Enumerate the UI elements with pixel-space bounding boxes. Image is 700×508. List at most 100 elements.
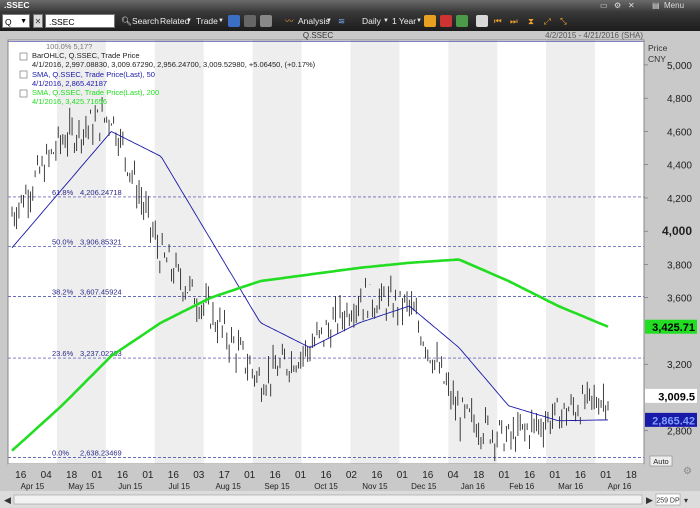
legend-top-partial: 100.0% 5,17?	[46, 42, 92, 51]
clear-symbol-button[interactable]: ✕	[33, 14, 43, 28]
time-axis-days: 16 04 18 01 16 01 16 03 17 01 16 01 16 02 16 01 16 04 18 01…	[15, 470, 637, 481]
scroll-bar[interactable]: ◀ ▶ 259 DP ▾	[0, 491, 700, 508]
time-axis-month: Oct 15	[314, 482, 338, 491]
time-axis-day: 01	[499, 470, 511, 481]
month-band	[154, 40, 204, 464]
trade-button[interactable]: Trade	[196, 16, 218, 26]
quote-type-select[interactable]: Q ▼	[2, 14, 30, 28]
minimize-icon[interactable]: ▭	[600, 1, 608, 10]
chart-type-icon[interactable]	[424, 15, 436, 27]
folder-icon[interactable]	[260, 15, 272, 27]
time-axis-day: 01	[295, 470, 307, 481]
layout-icon[interactable]	[476, 15, 488, 27]
auto-scale-label: Auto	[653, 457, 668, 466]
data-points-box[interactable]	[655, 493, 681, 506]
month-band	[546, 40, 596, 464]
chevron-down-icon[interactable]: ▾	[684, 496, 688, 505]
time-axis-day: 16	[15, 470, 27, 481]
time-axis-day: 04	[448, 470, 460, 481]
expand-icon[interactable]: ⤢	[544, 16, 551, 26]
sma200-marker-label: 3,425.71	[652, 322, 695, 334]
interval-select[interactable]: Daily	[362, 16, 381, 26]
price-tick-label: 4,600	[667, 127, 692, 138]
plot-background	[8, 40, 644, 464]
sma50-marker-label: 2,865.42	[652, 415, 695, 427]
search-icon[interactable]: 🔍︎	[121, 16, 132, 26]
price-markers: 3,425.71 3,009.5 2,865.42	[645, 319, 697, 427]
price-tick-label: 4,800	[667, 94, 692, 105]
price-tick-label: 4,200	[667, 194, 692, 205]
time-axis-month: Aug 15	[215, 482, 241, 491]
symbol-value: .SSEC	[49, 17, 75, 27]
sma50-marker-box	[645, 412, 697, 427]
fib-value: 3,607.45924	[80, 287, 122, 296]
ohlc-bars	[11, 96, 609, 462]
toolbar: Q ▼ ✕ .SSEC 🔍︎ Search Related ▼ Trade ▼ …	[0, 11, 700, 31]
fib-value: 3,237.02263	[80, 349, 122, 358]
legend-toggle-icon[interactable]	[19, 52, 28, 61]
time-axis-day: 16	[371, 470, 383, 481]
auto-scale-button[interactable]	[649, 455, 673, 467]
price-tick-label: 5,000	[667, 61, 692, 72]
chart-symbol: Q.SSEC	[303, 31, 333, 40]
sma200-line	[11, 258, 609, 452]
chart-legend: 100.0% 5,17? BarOHLC, Q.SSEC, Trade Pric…	[19, 42, 316, 106]
price-chart[interactable]: 61.8% 4,206.24718 50.0% 3,906.85321 38.2% 3,6…	[0, 31, 700, 508]
analysis-button[interactable]: Analysis	[298, 16, 330, 26]
time-axis-month: Jan 16	[461, 482, 486, 491]
menu-label[interactable]: Menu	[664, 1, 685, 10]
draw-tool-icon[interactable]	[440, 15, 452, 27]
gear-icon[interactable]: ⚙	[614, 1, 622, 10]
time-axis-day: 16	[422, 470, 434, 481]
zoom-icon[interactable]	[456, 15, 468, 27]
search-button[interactable]: Search	[132, 16, 159, 26]
time-axis-month: Apr 15	[21, 482, 45, 491]
time-axis-day: 18	[473, 470, 485, 481]
scroll-last-icon[interactable]: ⏭	[510, 16, 518, 26]
month-band	[252, 40, 302, 464]
time-axis-month: Feb 16	[509, 482, 534, 491]
time-axis-day: 18	[66, 470, 78, 481]
legend-toggle-icon[interactable]	[19, 89, 28, 98]
time-axis-month: Dec 15	[411, 482, 437, 491]
scroll-thumb[interactable]	[13, 494, 643, 505]
scroll-left-icon[interactable]: ◀	[4, 495, 11, 505]
time-axis-months: Apr 15 May 15 Jun 15 Jul 15 Aug 15 Sep 15 Oct …	[21, 482, 632, 491]
price-axis: 5,000 4,800 4,600 4,400 4,200 4,000 3,800 3,600…	[644, 61, 692, 438]
undo-icon[interactable]	[228, 15, 240, 27]
time-axis-day: 16	[270, 470, 282, 481]
last-price-marker-label: 3,009.5	[658, 391, 695, 403]
time-axis-month: Jun 15	[118, 482, 143, 491]
window-title: .SSEC	[4, 0, 30, 10]
scroll-first-icon[interactable]: ⏮	[494, 16, 502, 26]
time-axis-day: 01	[142, 470, 154, 481]
fib-percent: 0.0%	[52, 449, 69, 458]
time-axis-day: 01	[244, 470, 256, 481]
studies-icon[interactable]: ≋	[338, 16, 346, 26]
time-axis-day: 16	[524, 470, 536, 481]
sma200-marker-box	[645, 319, 697, 334]
range-select[interactable]: 1 Year	[392, 16, 417, 26]
menu-icon[interactable]: ▤	[652, 1, 660, 10]
symbol-input[interactable]: .SSEC	[45, 14, 115, 28]
settings-icon[interactable]: ⚙	[683, 466, 692, 477]
zoom-in-icon[interactable]: ⧗	[528, 16, 534, 26]
close-icon[interactable]: ✕	[628, 1, 635, 10]
fib-percent: 38.2%	[52, 287, 74, 296]
related-button[interactable]: Related	[160, 16, 190, 26]
collapse-icon[interactable]: ⤡	[560, 16, 567, 26]
legend-toggle-icon[interactable]	[19, 70, 28, 79]
scroll-right-icon[interactable]: ▶	[646, 495, 653, 505]
scroll-bar-graphic: ◀ ▶ 259 DP ▾	[0, 491, 700, 508]
legend-sma50-name: SMA, Q.SSEC, Trade Price(Last), 50	[32, 70, 155, 79]
price-tick-label: 4,000	[662, 224, 692, 238]
time-axis-day: 18	[626, 470, 638, 481]
time-axis-month: Apr 16	[608, 482, 632, 491]
fib-percent: 61.8%	[52, 188, 74, 197]
last-price-marker-box	[645, 388, 697, 403]
fib-value: 2,638.23469	[80, 449, 122, 458]
fib-value: 3,906.85321	[80, 238, 122, 247]
time-axis-month: Mar 16	[558, 482, 583, 491]
time-axis-bg	[8, 464, 644, 494]
refresh-icon[interactable]	[244, 15, 256, 27]
